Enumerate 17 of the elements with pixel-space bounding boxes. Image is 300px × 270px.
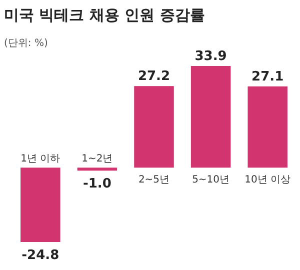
data-label: -24.8 [22, 248, 60, 263]
chart-title: 미국 빅테크 채용 인원 증감률 [4, 6, 205, 24]
bar [248, 86, 288, 168]
x-tick-label: 10년 이상 [244, 174, 291, 186]
bar [77, 168, 118, 171]
chart-subtitle: (단위: %) [4, 38, 48, 49]
x-tick-label: 1년 이하 [20, 154, 60, 165]
x-tick-label: 5~10년 [192, 174, 230, 186]
data-label: 27.1 [252, 69, 284, 84]
data-label: 27.2 [138, 69, 170, 84]
x-tick-label: 1~2년 [82, 154, 113, 165]
bar [134, 86, 174, 168]
bar [20, 168, 60, 242]
data-label: -1.0 [82, 176, 112, 192]
bar [190, 66, 231, 168]
data-label: 33.9 [194, 49, 227, 64]
x-tick-label: 2~5년 [138, 174, 170, 186]
